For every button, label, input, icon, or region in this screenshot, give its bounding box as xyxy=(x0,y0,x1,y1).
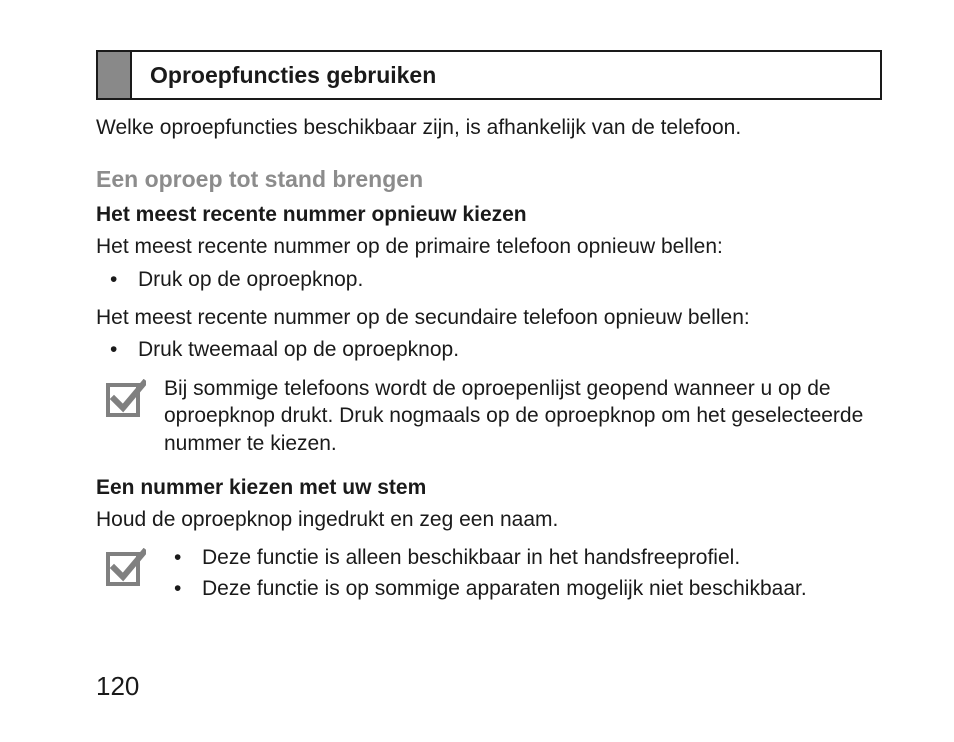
redial-primary-text: Het meest recente nummer op de primaire … xyxy=(96,233,882,261)
voice-dial-text: Houd de oproepknop ingedrukt en zeg een … xyxy=(96,506,882,534)
note2-list: Deze functie is alleen beschikbaar in he… xyxy=(164,544,882,603)
redial-primary-list: Druk op de oproepknop. xyxy=(96,266,882,294)
intro-text: Welke oproepfuncties beschikbaar zijn, i… xyxy=(96,114,882,142)
list-item: Deze functie is alleen beschikbaar in he… xyxy=(196,544,882,572)
subheading-redial: Het meest recente nummer opnieuw kiezen xyxy=(96,203,882,227)
subheading-voice-dial: Een nummer kiezen met uw stem xyxy=(96,476,882,500)
manual-page: Oproepfuncties gebruiken Welke oproepfun… xyxy=(0,0,954,742)
note-text-2: Deze functie is alleen beschikbaar in he… xyxy=(164,544,882,605)
redial-secondary-text: Het meest recente nummer op de secundair… xyxy=(96,304,882,332)
heading-bar: Oproepfuncties gebruiken xyxy=(96,50,882,100)
note-box-2: Deze functie is alleen beschikbaar in he… xyxy=(106,544,882,605)
page-number: 120 xyxy=(96,671,139,702)
heading-title: Oproepfuncties gebruiken xyxy=(132,52,436,98)
note-box-1: Bij sommige telefoons wordt de oproepenl… xyxy=(106,375,882,458)
redial-secondary-list: Druk tweemaal op de oproepknop. xyxy=(96,336,882,364)
list-item: Druk tweemaal op de oproepknop. xyxy=(132,336,882,364)
list-item: Deze functie is op sommige apparaten mog… xyxy=(196,575,882,603)
heading-block xyxy=(98,52,132,98)
check-icon xyxy=(106,548,146,588)
list-item: Druk op de oproepknop. xyxy=(132,266,882,294)
note-text-1: Bij sommige telefoons wordt de oproepenl… xyxy=(164,375,882,458)
section-title: Een oproep tot stand brengen xyxy=(96,166,882,193)
check-icon xyxy=(106,379,146,419)
